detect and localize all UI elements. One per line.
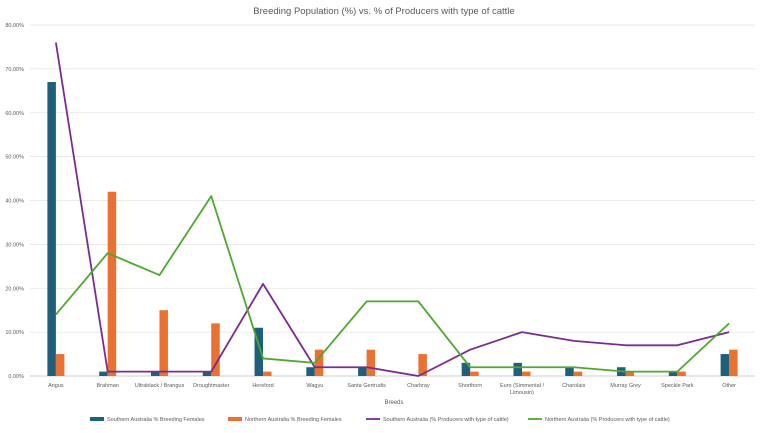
bar bbox=[55, 354, 65, 376]
bar bbox=[107, 191, 117, 376]
legend-label: Southern Australia (% Producers with typ… bbox=[383, 417, 509, 423]
bar bbox=[254, 327, 264, 376]
bar bbox=[521, 371, 531, 376]
bar bbox=[677, 371, 686, 376]
y-tick-label: 30.00% bbox=[5, 242, 24, 248]
bar bbox=[573, 371, 583, 376]
bar bbox=[625, 371, 635, 376]
bar bbox=[461, 362, 471, 376]
legend-label: Southern Australia % Breeding Females bbox=[107, 417, 205, 423]
bar bbox=[211, 323, 220, 376]
y-tick-label: 0.00% bbox=[8, 374, 24, 380]
x-tick-label: Angus bbox=[48, 383, 64, 389]
x-tick-label: Hereford bbox=[252, 383, 273, 389]
y-tick-label: 80.00% bbox=[5, 23, 24, 29]
bar bbox=[358, 367, 367, 376]
x-tick-label: Charbray bbox=[407, 383, 430, 389]
chart-title: Breeding Population (%) vs. % of Produce… bbox=[253, 6, 514, 17]
y-tick-label: 20.00% bbox=[5, 286, 24, 292]
bar bbox=[263, 371, 272, 376]
bar bbox=[418, 354, 427, 376]
x-tick-label: Shorthorn bbox=[458, 383, 482, 389]
y-tick-label: 70.00% bbox=[5, 67, 24, 73]
bar bbox=[159, 310, 168, 376]
bar bbox=[99, 371, 108, 376]
bar bbox=[720, 354, 730, 376]
legend-label: Northern Australia (% Producers with typ… bbox=[545, 417, 670, 423]
legend: Southern Australia % Breeding Females Nor… bbox=[90, 417, 670, 423]
legend-label: Northern Australia % Breeding Females bbox=[245, 417, 342, 423]
bar bbox=[150, 371, 160, 376]
bar bbox=[47, 82, 56, 376]
bar bbox=[729, 349, 738, 376]
bar bbox=[668, 371, 678, 376]
y-tick-label: 50.00% bbox=[5, 155, 24, 161]
y-tick-label: 60.00% bbox=[5, 111, 24, 117]
bar bbox=[565, 367, 574, 376]
bar bbox=[470, 371, 479, 376]
x-tick-label: Brahman bbox=[97, 383, 119, 389]
series-line bbox=[55, 42, 730, 377]
bar bbox=[513, 362, 522, 376]
x-tick-label: Wagyu bbox=[306, 383, 323, 389]
x-tick-label: Droughtmaster bbox=[193, 383, 230, 389]
x-tick-label: Euro (Simmental / Limousin) bbox=[500, 383, 544, 396]
series-line bbox=[55, 195, 730, 373]
legend-swatch bbox=[90, 417, 104, 421]
x-tick-label: Speckle Park bbox=[661, 383, 694, 389]
x-axis-ticks: Angus Brahman Ultrablack / Brangus Droughtm… bbox=[48, 383, 736, 396]
x-tick-label: Charolais bbox=[562, 383, 585, 389]
bar bbox=[306, 367, 315, 376]
y-tick-label: 10.00% bbox=[5, 330, 24, 336]
x-tick-label: Santa Gertrudis bbox=[347, 383, 386, 389]
bar bbox=[366, 349, 376, 376]
bar bbox=[314, 349, 324, 376]
x-axis-title: Breeds bbox=[384, 400, 403, 406]
y-tick-label: 40.00% bbox=[5, 199, 24, 205]
legend-swatch bbox=[228, 417, 242, 421]
gridlines bbox=[30, 24, 755, 377]
x-tick-label: Ultrablack / Brangus bbox=[135, 383, 185, 389]
bar bbox=[202, 371, 212, 376]
x-tick-label: Other bbox=[722, 383, 736, 389]
x-tick-label: Murray Grey bbox=[610, 383, 641, 389]
y-axis-ticks: 0.00% 10.00% 20.00% 30.00% 40.00% 50.00% 60.00… bbox=[5, 23, 24, 380]
lines bbox=[55, 42, 730, 377]
